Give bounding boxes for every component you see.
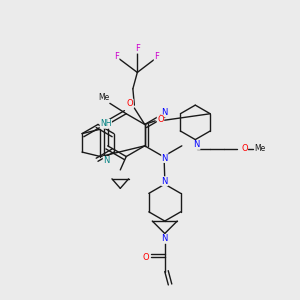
Text: F: F <box>154 52 159 62</box>
Text: O: O <box>127 99 133 108</box>
Text: NH: NH <box>100 119 112 128</box>
Text: O: O <box>157 115 164 124</box>
Text: Me: Me <box>255 144 266 153</box>
Text: O: O <box>142 253 149 262</box>
Text: N: N <box>162 154 168 163</box>
Text: N: N <box>162 177 168 186</box>
Text: N: N <box>103 157 110 166</box>
Text: N: N <box>194 140 200 149</box>
Text: Me: Me <box>98 93 110 102</box>
Text: N: N <box>162 108 168 117</box>
Text: F: F <box>135 44 140 53</box>
Text: O: O <box>241 144 247 153</box>
Text: F: F <box>114 52 119 61</box>
Text: N: N <box>162 234 168 243</box>
